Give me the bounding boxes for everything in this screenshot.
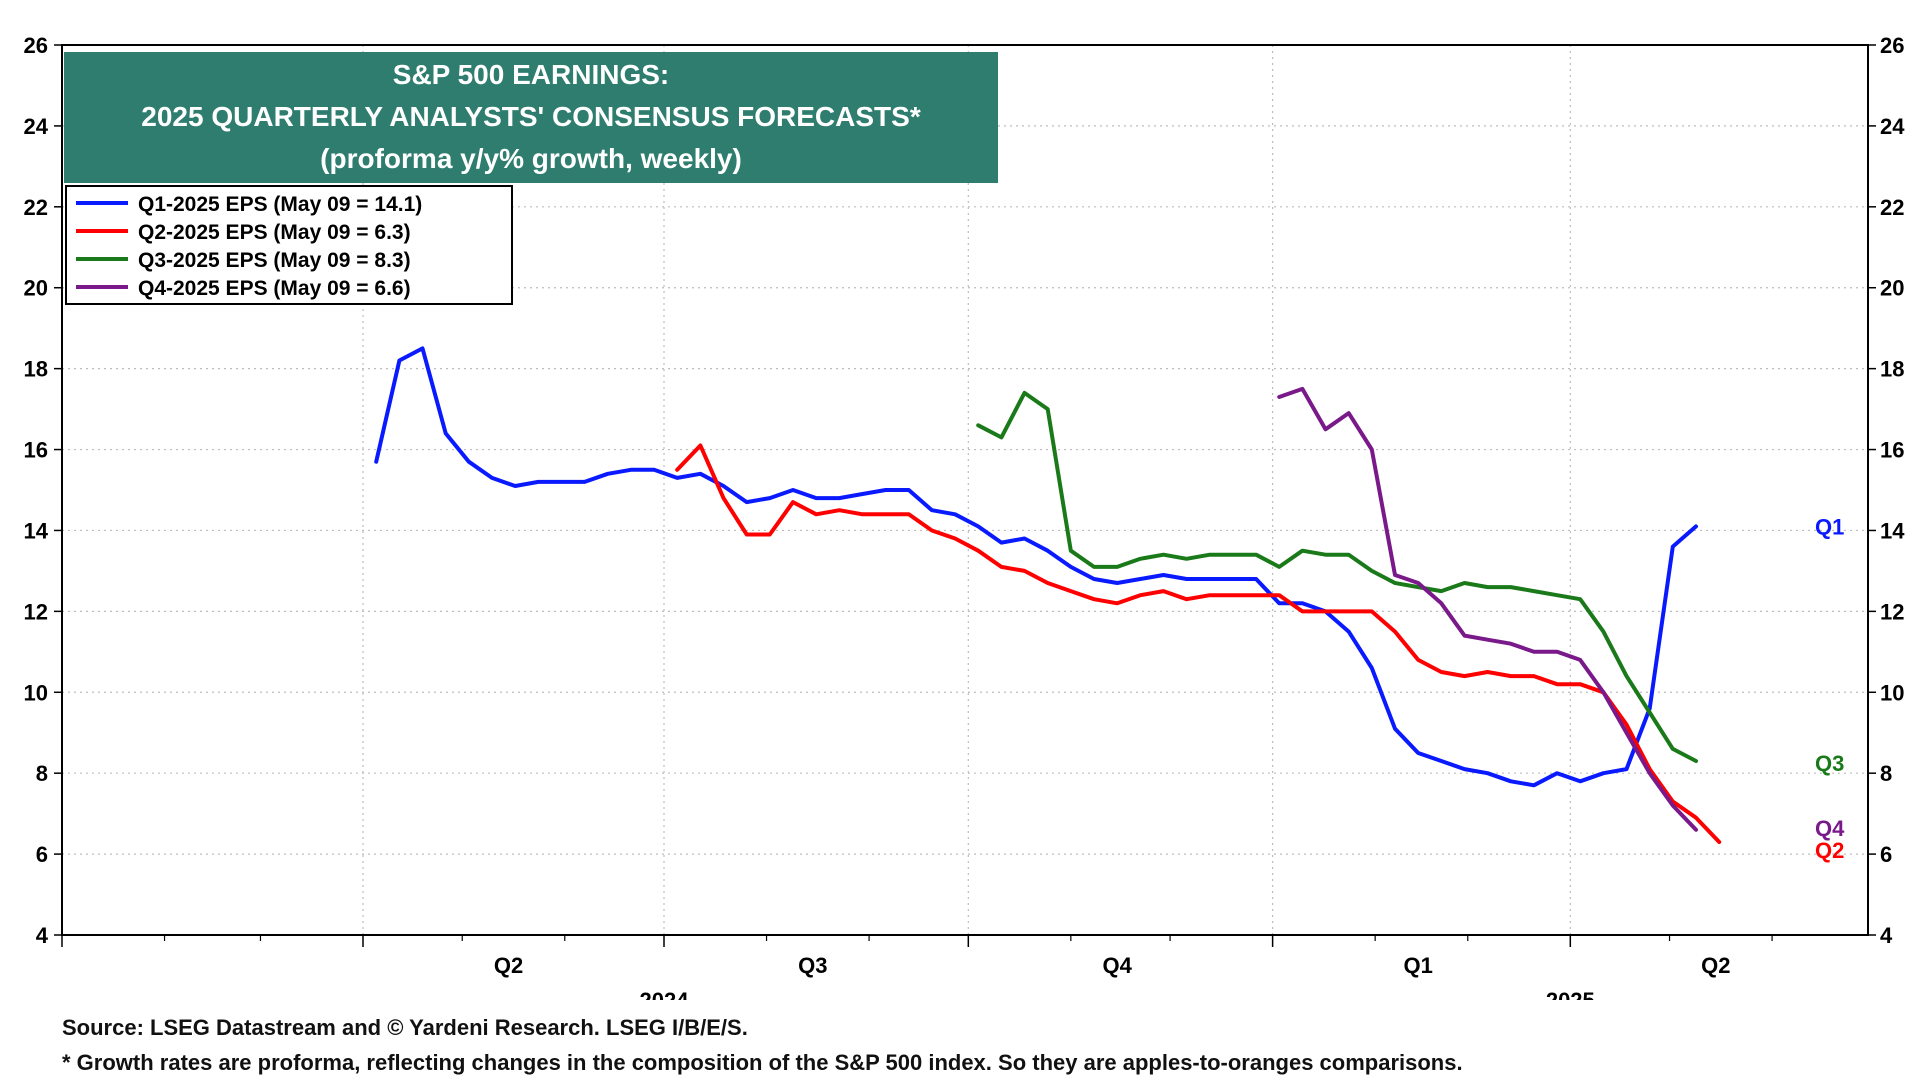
y-axis-right: 4 6 8 10 12 14 16 18 20 22 24 26 bbox=[1868, 33, 1905, 948]
x-quarter-label: Q3 bbox=[798, 953, 827, 978]
y-tick-label-right: 18 bbox=[1880, 357, 1904, 382]
y-tick-label-left: 14 bbox=[24, 518, 49, 543]
y-tick-label-left: 16 bbox=[24, 438, 48, 463]
series-end-label-q4: Q4 bbox=[1815, 816, 1845, 841]
y-tick-label-right: 24 bbox=[1880, 114, 1905, 139]
y-tick-label-left: 26 bbox=[24, 33, 48, 58]
legend-label-q4: Q4-2025 EPS (May 09 = 6.6) bbox=[138, 277, 411, 300]
x-quarter-label: Q2 bbox=[494, 953, 523, 978]
title-background bbox=[64, 52, 998, 183]
y-tick-label-right: 6 bbox=[1880, 842, 1892, 867]
plot-frame bbox=[61, 44, 1869, 936]
series-line-q3 bbox=[976, 390, 1698, 763]
y-axis-left: 4 6 8 10 12 14 16 18 20 22 24 26 bbox=[24, 33, 62, 948]
series-end-label-q1: Q1 bbox=[1815, 514, 1844, 539]
y-tick-label-right: 26 bbox=[1880, 33, 1904, 58]
series-line-q2 bbox=[675, 443, 1722, 844]
x-quarter-label: Q2 bbox=[1701, 953, 1730, 978]
y-tick-label-left: 18 bbox=[24, 357, 48, 382]
legend: Q1-2025 EPS (May 09 = 14.1) Q2-2025 EPS … bbox=[65, 185, 513, 305]
x-axis: Q2 Q3 Q4 Q1 Q2 2024 2025 bbox=[61, 935, 1773, 1000]
y-tick-label-left: 24 bbox=[24, 114, 49, 139]
footnote: * Growth rates are proforma, reflecting … bbox=[62, 1050, 1463, 1075]
y-tick-label-right: 4 bbox=[1880, 923, 1893, 948]
x-quarter-label: Q4 bbox=[1102, 953, 1132, 978]
x-year-label: 2024 bbox=[640, 988, 690, 1000]
y-tick-label-right: 20 bbox=[1880, 276, 1904, 301]
y-tick-label-left: 22 bbox=[24, 195, 48, 220]
y-tick-label-right: 14 bbox=[1880, 518, 1905, 543]
chart-subtitle: (proforma y/y% growth, weekly) bbox=[320, 143, 742, 174]
y-tick-label-left: 8 bbox=[36, 761, 48, 786]
y-tick-label-left: 10 bbox=[24, 680, 48, 705]
series-end-label-q2: Q2 bbox=[1815, 838, 1844, 863]
series-end-label-q3: Q3 bbox=[1815, 751, 1844, 776]
y-tick-label-right: 10 bbox=[1880, 680, 1904, 705]
source-note: Source: LSEG Datastream and © Yardeni Re… bbox=[62, 1015, 748, 1040]
y-tick-label-left: 20 bbox=[24, 276, 48, 301]
legend-label-q1: Q1-2025 EPS (May 09 = 14.1) bbox=[138, 193, 422, 216]
series-end-labels: Q1 Q2 Q3 Q4 bbox=[1815, 514, 1845, 863]
series-line-q1 bbox=[374, 346, 1698, 788]
x-quarter-label: Q1 bbox=[1403, 953, 1432, 978]
legend-label-q2: Q2-2025 EPS (May 09 = 6.3) bbox=[138, 221, 411, 244]
y-tick-label-right: 12 bbox=[1880, 599, 1904, 624]
y-tick-label-right: 22 bbox=[1880, 195, 1904, 220]
series-line-q4 bbox=[1277, 386, 1698, 832]
y-tick-label-left: 6 bbox=[36, 842, 48, 867]
chart-title-line-1: S&P 500 EARNINGS: bbox=[393, 59, 669, 90]
series-lines bbox=[374, 346, 1722, 844]
title-box: S&P 500 EARNINGS: 2025 QUARTERLY ANALYST… bbox=[64, 52, 998, 183]
chart: 4 6 8 10 12 14 16 18 20 22 24 26 4 6 8 10 12 14 16 18 20 22 2… bbox=[23, 33, 1906, 1000]
chart-title-line-2: 2025 QUARTERLY ANALYSTS' CONSENSUS FOREC… bbox=[141, 101, 921, 132]
y-tick-label-left: 4 bbox=[36, 923, 49, 948]
y-tick-label-right: 16 bbox=[1880, 438, 1904, 463]
legend-label-q3: Q3-2025 EPS (May 09 = 8.3) bbox=[138, 249, 411, 272]
y-tick-label-left: 12 bbox=[24, 599, 48, 624]
y-tick-label-right: 8 bbox=[1880, 761, 1892, 786]
legend-box bbox=[65, 185, 513, 305]
x-year-label: 2025 bbox=[1546, 988, 1595, 1000]
